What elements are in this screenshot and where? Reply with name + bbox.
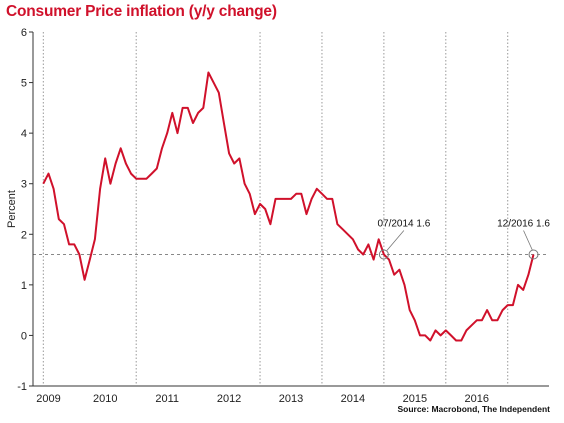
annotations: 07/2014 1.6 12/2016 1.6 xyxy=(377,219,550,260)
y-tick-label: 4 xyxy=(21,128,27,140)
annotation-label: 12/2016 1.6 xyxy=(497,219,550,230)
annotation-marker xyxy=(528,249,539,260)
annotation-leader xyxy=(386,230,405,251)
y-tick-label: 3 xyxy=(21,179,27,191)
annotation-label: 07/2014 1.6 xyxy=(377,219,430,230)
y-tick-label: 1 xyxy=(21,280,27,292)
annotation-marker xyxy=(378,249,389,260)
x-tick-label: 2014 xyxy=(341,393,365,405)
x-tick-labels: 2009 2010 2011 2012 2013 2014 2015 2016 xyxy=(36,393,489,405)
x-tick-label: 2011 xyxy=(155,393,179,405)
y-tick-label: 6 xyxy=(21,27,27,39)
cpi-series-line xyxy=(42,71,535,342)
x-tick-label: 2013 xyxy=(279,393,303,405)
y-axis-label: Percent xyxy=(6,190,18,228)
x-tick-label: 2015 xyxy=(403,393,427,405)
x-tick-label: 2010 xyxy=(93,393,117,405)
x-tick-label: 2016 xyxy=(465,393,489,405)
x-tick-label: 2012 xyxy=(217,393,241,405)
y-tick-label: 0 xyxy=(21,330,27,342)
annotation-leader xyxy=(523,230,533,251)
gridlines xyxy=(42,32,509,386)
axes xyxy=(29,31,549,387)
y-tick-label: 5 xyxy=(21,78,27,90)
source-note: Source: Macrobond, The Independent xyxy=(397,404,550,414)
chart-title: Consumer Price inflation (y/y change) xyxy=(6,3,277,20)
y-tick-label: -1 xyxy=(17,381,27,393)
x-tick-label: 2009 xyxy=(36,393,60,405)
y-tick-labels: -1 0 1 2 3 4 5 6 xyxy=(17,27,27,393)
y-tick-label: 2 xyxy=(21,229,27,241)
